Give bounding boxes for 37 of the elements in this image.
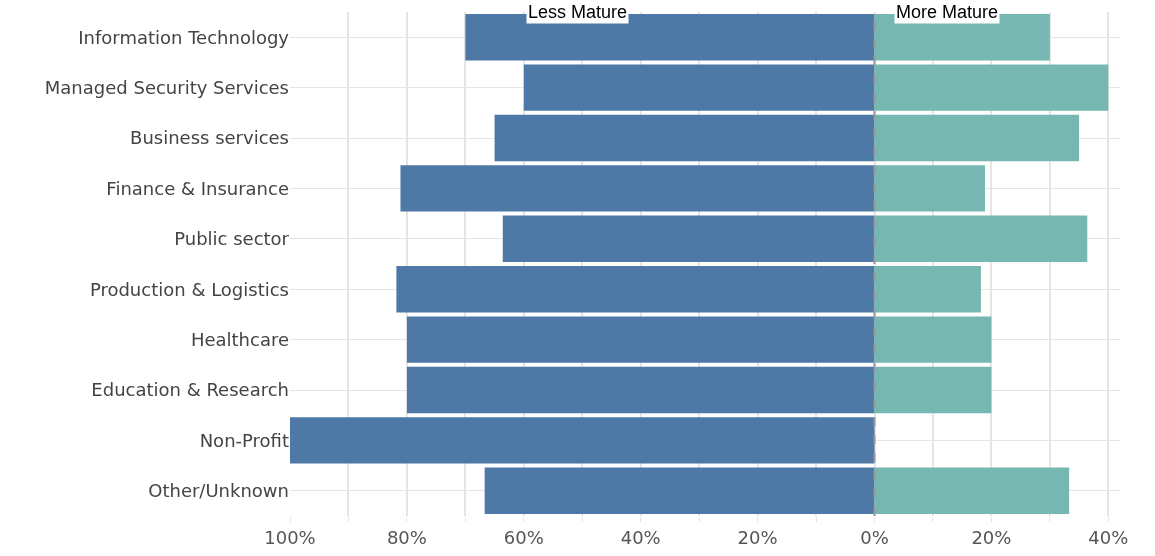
y-tick-label: Healthcare: [190, 328, 289, 350]
x-tick-label: 80%: [386, 526, 427, 548]
x-tick-label: 20%: [971, 526, 1012, 548]
bar: [874, 64, 1109, 111]
y-tick-label: Finance & Insurance: [106, 177, 289, 199]
bar: [874, 215, 1088, 262]
y-tick-label: Business services: [130, 127, 289, 149]
bar: [406, 316, 875, 363]
x-tick-label: 40%: [620, 526, 661, 548]
bar: [396, 266, 875, 313]
x-tick-label: 40%: [1088, 526, 1129, 548]
bar: [523, 64, 875, 111]
x-tick-label: 60%: [503, 526, 544, 548]
x-tick-label: 0%: [860, 526, 889, 548]
annotation: Less Mature: [528, 2, 628, 22]
bar: [874, 467, 1070, 514]
x-tick-label: 100%: [264, 526, 316, 548]
bar: [494, 114, 875, 162]
bar: [874, 165, 985, 212]
y-tick-label: Non-Profit: [199, 429, 289, 451]
bar: [290, 417, 875, 464]
bar: [874, 114, 1080, 162]
bar: [400, 165, 875, 212]
bar: [406, 366, 875, 414]
y-tick-label: Information Technology: [78, 26, 290, 48]
bar: [874, 316, 992, 363]
bar: [874, 366, 992, 414]
y-tick-label: Other/Unknown: [148, 480, 289, 502]
annotation: More Mature: [896, 2, 999, 22]
y-tick-label: Public sector: [174, 228, 290, 250]
bar: [874, 266, 981, 313]
y-tick-label: Managed Security Services: [44, 76, 289, 98]
x-tick-label: 20%: [737, 526, 778, 548]
y-tick-label: Production & Logistics: [89, 278, 289, 300]
bar: [484, 467, 875, 514]
bar: [502, 215, 875, 262]
y-tick-label: Education & Research: [91, 379, 289, 401]
